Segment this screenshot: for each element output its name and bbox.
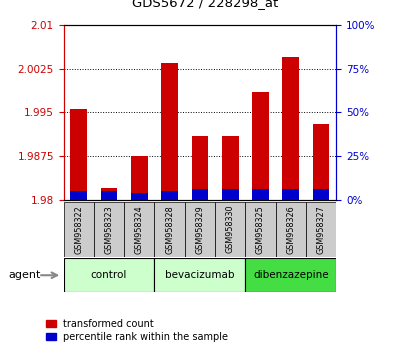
Text: GSM958326: GSM958326 — [285, 205, 294, 253]
Bar — [312, 124, 328, 200]
Text: GSM958323: GSM958323 — [104, 205, 113, 253]
Bar — [161, 63, 178, 200]
Bar — [101, 188, 117, 200]
Bar — [63, 202, 94, 257]
Text: dibenzazepine: dibenzazepine — [252, 270, 328, 280]
Text: GSM958324: GSM958324 — [135, 205, 144, 253]
Text: GSM958325: GSM958325 — [255, 205, 264, 253]
Legend: transformed count, percentile rank within the sample: transformed count, percentile rank withi… — [46, 319, 228, 342]
Bar — [275, 202, 305, 257]
Bar — [63, 258, 154, 292]
Bar — [282, 189, 298, 200]
Bar — [70, 109, 87, 200]
Bar — [214, 202, 245, 257]
Bar — [130, 156, 147, 200]
Bar — [312, 189, 328, 200]
Bar — [221, 136, 238, 200]
Bar — [154, 258, 245, 292]
Bar — [305, 202, 335, 257]
Text: bevacizumab: bevacizumab — [165, 270, 234, 280]
Bar — [130, 193, 147, 200]
Text: control: control — [90, 270, 127, 280]
Text: GSM958327: GSM958327 — [316, 205, 325, 253]
Bar — [245, 258, 335, 292]
Bar — [191, 136, 208, 200]
Bar — [191, 189, 208, 200]
Text: agent: agent — [8, 270, 40, 280]
Bar — [94, 202, 124, 257]
Bar — [101, 191, 117, 200]
Bar — [161, 191, 178, 200]
Text: GSM958328: GSM958328 — [165, 205, 174, 253]
Text: GDS5672 / 228298_at: GDS5672 / 228298_at — [132, 0, 277, 9]
Bar — [70, 191, 87, 200]
Bar — [252, 92, 268, 200]
Bar — [221, 189, 238, 200]
Text: GSM958330: GSM958330 — [225, 205, 234, 253]
Bar — [124, 202, 154, 257]
Bar — [184, 202, 214, 257]
Bar — [245, 202, 275, 257]
Text: GSM958329: GSM958329 — [195, 205, 204, 253]
Bar — [154, 202, 184, 257]
Bar — [282, 57, 298, 200]
Text: GSM958322: GSM958322 — [74, 205, 83, 253]
Bar — [252, 189, 268, 200]
